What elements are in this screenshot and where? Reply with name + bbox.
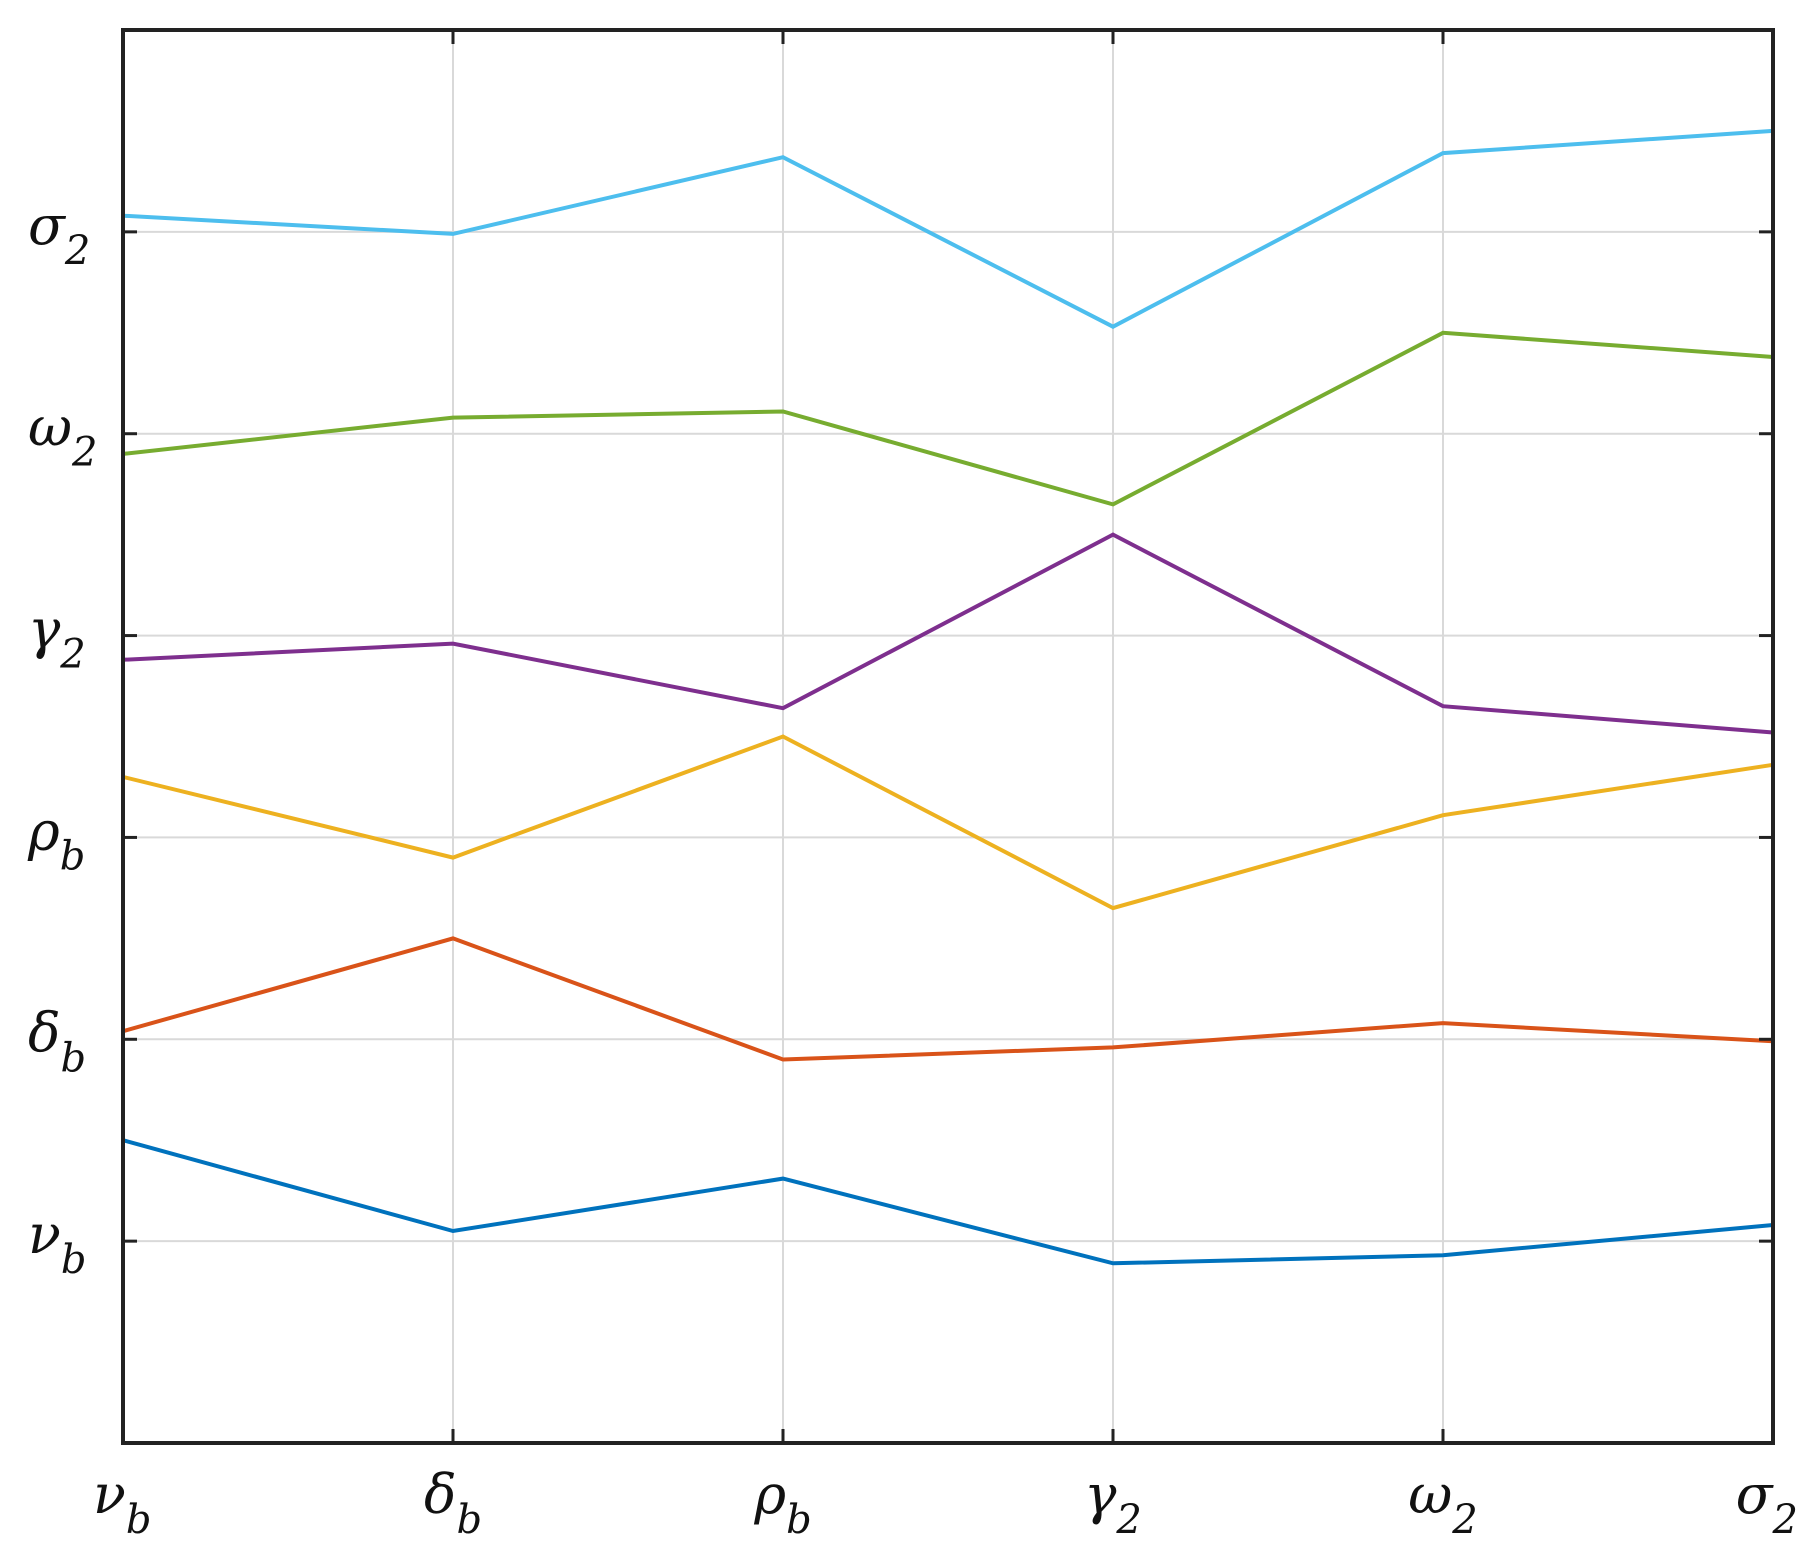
x-tick-label: ρb (753, 1463, 811, 1543)
series-line-3 (122, 734, 1774, 911)
y-tick-label: νb (28, 1203, 86, 1283)
y-tick-label: ω2 (28, 396, 98, 476)
y-tick-labels: νb δb ρb γ2 ω2 σ2 (27, 194, 98, 1283)
x-tick-label: δb (424, 1463, 482, 1543)
x-tick-label: νb (93, 1463, 151, 1543)
x-tick-label: σ2 (1736, 1463, 1798, 1543)
y-tick-label: ρb (27, 799, 85, 879)
series-line-6 (122, 128, 1774, 329)
series-lines (122, 128, 1774, 1266)
y-tick-label: δb (28, 1001, 86, 1081)
x-tick-label: γ2 (1084, 1463, 1142, 1543)
x-tick-labels: νb δb ρb γ2 ω2 σ2 (93, 1463, 1798, 1543)
series-line-1 (122, 1138, 1774, 1266)
grid-lines (123, 30, 1773, 1443)
series-line-2 (122, 936, 1774, 1062)
series-line-5 (122, 330, 1774, 507)
plot-frame (121, 28, 1775, 1445)
y-tick-label: σ2 (28, 194, 90, 274)
series-line-4 (122, 532, 1774, 735)
y-tick-label: γ2 (28, 598, 86, 678)
x-tick-label: ω2 (1408, 1463, 1478, 1543)
